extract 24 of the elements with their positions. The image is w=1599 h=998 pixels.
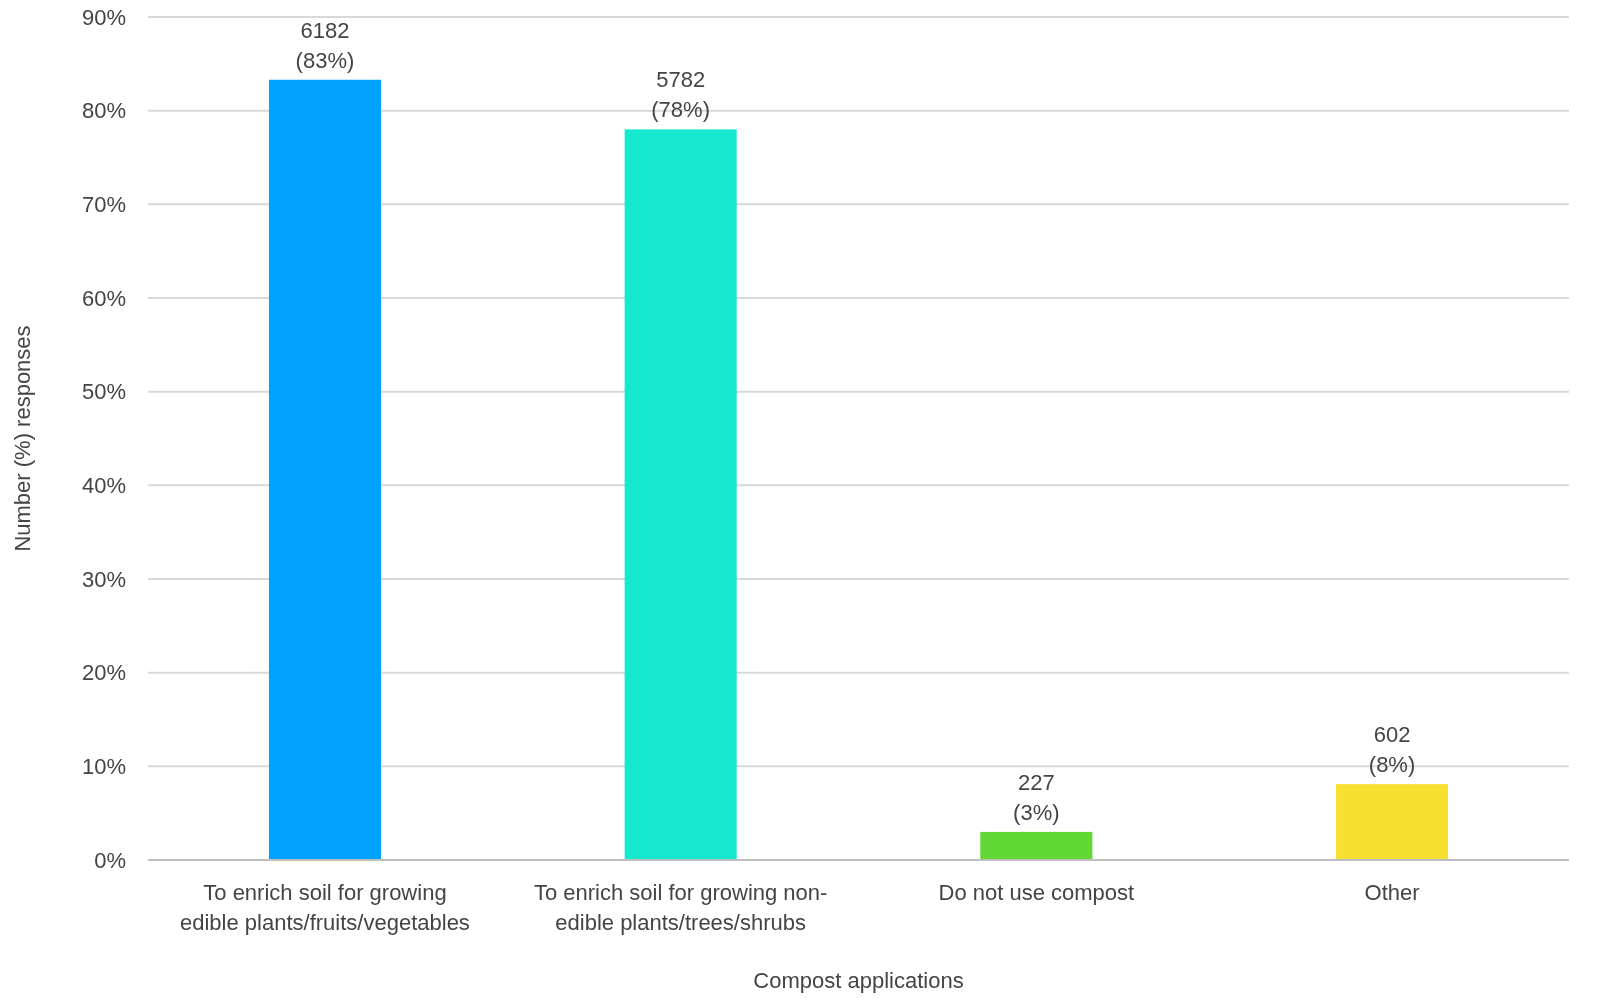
y-tick-label: 20% — [81, 660, 126, 686]
x-tick-label: Other — [1364, 880, 1420, 905]
data-label: 5782 (78%) — [651, 67, 710, 123]
data-label: 602 (8%) — [1368, 722, 1416, 778]
y-tick-label: 10% — [81, 754, 126, 780]
x-axis-title: Compost applications — [753, 968, 964, 993]
y-tick-label: 60% — [81, 285, 126, 311]
y-tick-label: 50% — [81, 379, 126, 405]
y-tick-label: 40% — [81, 473, 126, 499]
data-label: 227 (3%) — [1013, 769, 1060, 825]
y-axis-title: Number (%) responses — [10, 325, 35, 552]
data-label: 6182 (83%) — [295, 17, 355, 73]
y-tick-label: 30% — [81, 566, 126, 592]
y-tick-label: 70% — [81, 192, 126, 218]
bar — [268, 79, 381, 860]
x-tick-label: Do not use compost — [938, 880, 1135, 905]
x-tick-label: To enrich soil for growing non-edible plants/trees/shrubs — [533, 880, 828, 935]
y-tick-label: 0% — [94, 847, 126, 873]
x-tick-label: To enrich soil for growing edible plants/fruits/vegetables — [180, 880, 470, 935]
bar — [624, 129, 737, 860]
bar — [980, 831, 1093, 860]
y-tick-label: 90% — [81, 4, 126, 30]
y-tick-label: 80% — [81, 98, 126, 124]
bar — [1336, 784, 1449, 860]
